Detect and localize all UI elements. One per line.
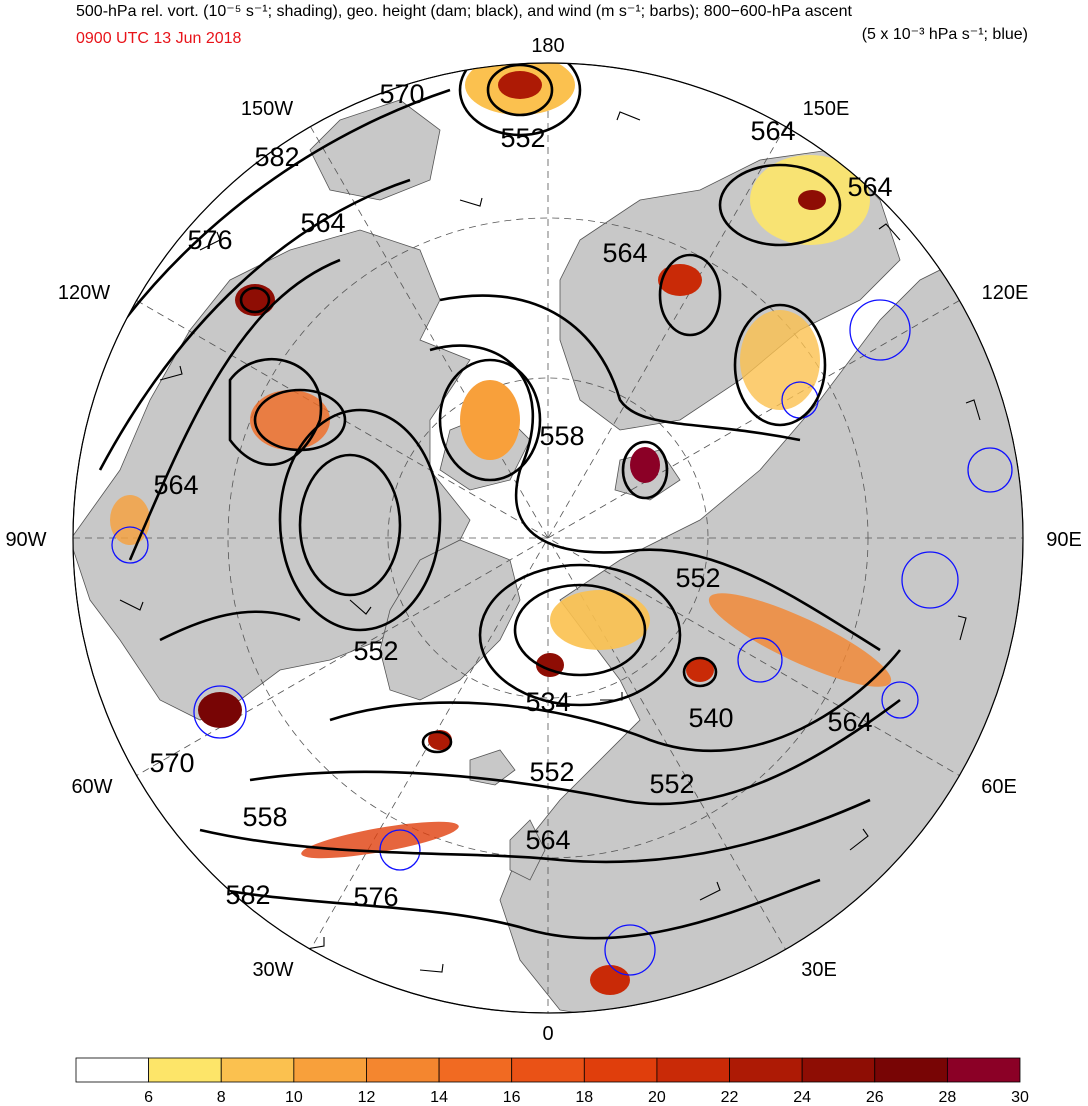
colorbar-tick-label: 18 xyxy=(575,1089,593,1106)
contour-label: 552 xyxy=(675,563,720,593)
contour-label: 540 xyxy=(688,703,733,733)
contour-label: 552 xyxy=(649,769,694,799)
lon-label-30w: 30W xyxy=(252,959,293,981)
lon-label-150e: 150E xyxy=(803,98,850,120)
lon-label-0: 0 xyxy=(542,1023,553,1045)
contour-label: 552 xyxy=(500,123,545,153)
colorbar-tick-label: 12 xyxy=(358,1089,376,1106)
colorbar-tick-label: 6 xyxy=(144,1089,153,1106)
height-contours xyxy=(73,63,902,940)
contour-label: 552 xyxy=(529,757,574,787)
contour-label: 576 xyxy=(187,225,232,255)
contour-label: 564 xyxy=(153,470,198,500)
colorbar-swatch xyxy=(729,1057,803,1083)
lon-label-30e: 30E xyxy=(801,959,837,981)
map-title: 500-hPa rel. vort. (10⁻⁵ s⁻¹; shading), … xyxy=(76,3,852,20)
colorbar-swatch xyxy=(366,1057,440,1083)
lon-label-90w: 90W xyxy=(5,529,46,551)
contour-label: 564 xyxy=(300,208,345,238)
colorbar-tick-label: 28 xyxy=(938,1089,956,1106)
colorbar-swatch xyxy=(148,1057,222,1083)
colorbar-swatch xyxy=(511,1057,585,1083)
colorbar-tick-label: 30 xyxy=(1011,1089,1029,1106)
contour-label: 564 xyxy=(602,238,647,268)
contour-label-group: 570 552 564 564 582 564 576 564 558 564 … xyxy=(149,79,892,912)
colorbar-swatch xyxy=(583,1057,658,1083)
globe-outline xyxy=(72,62,1024,1014)
contour-label: 558 xyxy=(242,802,287,832)
contour-label: 582 xyxy=(225,880,270,910)
map-subtitle: (5 x 10⁻³ hPa s⁻¹; blue) xyxy=(861,26,1028,43)
lon-label-60w: 60W xyxy=(71,776,112,798)
lon-label-60e: 60E xyxy=(981,776,1017,798)
colorbar-swatch xyxy=(220,1057,295,1083)
wind-barbs xyxy=(119,111,981,973)
contour-label: 552 xyxy=(353,636,398,666)
colorbar-swatch xyxy=(438,1057,513,1083)
valid-time: 0900 UTC 13 Jun 2018 xyxy=(76,30,242,47)
contour-label: 564 xyxy=(750,116,795,146)
contour-label: 570 xyxy=(379,79,424,109)
contour-label: 564 xyxy=(827,707,872,737)
colorbar-tick-label: 26 xyxy=(866,1089,884,1106)
colorbar-tick-label: 10 xyxy=(285,1089,303,1106)
colorbar-tick-label: 16 xyxy=(503,1089,521,1106)
lon-label-90e: 90E xyxy=(1046,529,1082,551)
lon-label-180: 180 xyxy=(531,35,564,57)
ascent-contours xyxy=(111,299,1013,976)
lon-label-120e: 120E xyxy=(982,282,1029,304)
lon-label-120w: 120W xyxy=(58,282,110,304)
colorbar-tick-label: 8 xyxy=(217,1089,226,1106)
contour-label: 576 xyxy=(353,882,398,912)
lon-label-150w: 150W xyxy=(241,98,293,120)
colorbar-tick-label: 14 xyxy=(430,1089,448,1106)
colorbar-swatch xyxy=(946,1057,1021,1083)
colorbar-swatch xyxy=(874,1057,948,1083)
colorbar-swatch xyxy=(75,1057,150,1083)
graticule xyxy=(73,63,1023,1013)
colorbar: 6 8 10 12 14 16 18 20 22 24 26 28 30 xyxy=(75,1057,1029,1106)
colorbar-swatch xyxy=(801,1057,876,1083)
colorbar-tick-label: 24 xyxy=(793,1089,811,1106)
contour-label: 564 xyxy=(847,172,892,202)
contour-label: 534 xyxy=(525,687,570,717)
colorbar-tick-label: 20 xyxy=(648,1089,666,1106)
colorbar-swatch xyxy=(293,1057,367,1083)
longitude-labels: 180 150W 150E 120W 120E 90W 90E 60W 60E … xyxy=(5,35,1081,1045)
contour-label: 570 xyxy=(149,748,194,778)
colorbar-tick-label: 22 xyxy=(721,1089,739,1106)
contour-label: 558 xyxy=(539,421,584,451)
contour-label: 582 xyxy=(254,142,299,172)
contour-label: 564 xyxy=(525,825,570,855)
colorbar-swatch xyxy=(656,1057,730,1083)
